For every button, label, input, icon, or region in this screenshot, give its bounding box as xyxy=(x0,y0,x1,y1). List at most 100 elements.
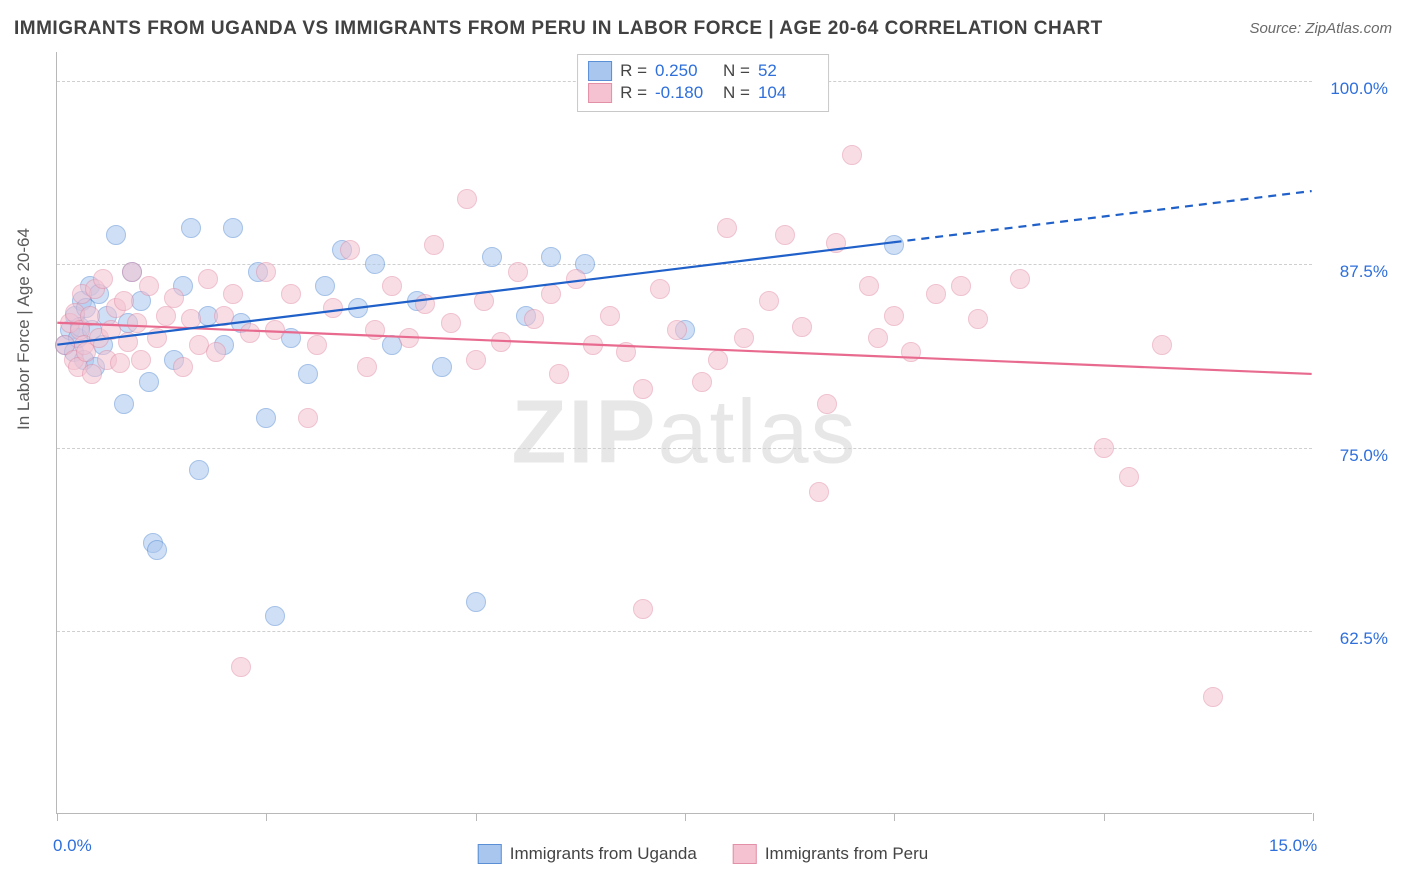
point-peru xyxy=(298,408,318,428)
point-peru xyxy=(256,262,276,282)
point-peru xyxy=(265,320,285,340)
point-peru xyxy=(323,298,343,318)
point-peru xyxy=(365,320,385,340)
point-peru xyxy=(173,357,193,377)
n-value-uganda: 52 xyxy=(758,61,818,81)
point-peru xyxy=(616,342,636,362)
point-peru xyxy=(968,309,988,329)
plot-area: ZIPatlas 62.5%75.0%87.5%100.0%0.0%15.0% xyxy=(56,52,1312,814)
point-peru xyxy=(884,306,904,326)
point-peru xyxy=(859,276,879,296)
x-tick xyxy=(476,813,477,821)
swatch-peru-icon xyxy=(733,844,757,864)
point-peru xyxy=(340,240,360,260)
point-peru xyxy=(901,342,921,362)
point-peru xyxy=(131,350,151,370)
point-uganda xyxy=(315,276,335,296)
point-peru xyxy=(926,284,946,304)
y-tick-label: 87.5% xyxy=(1340,262,1388,282)
x-tick-label: 0.0% xyxy=(53,836,92,856)
y-tick-label: 100.0% xyxy=(1330,79,1388,99)
point-peru xyxy=(826,233,846,253)
point-peru xyxy=(156,306,176,326)
point-peru xyxy=(951,276,971,296)
point-uganda xyxy=(365,254,385,274)
point-peru xyxy=(667,320,687,340)
x-tick xyxy=(685,813,686,821)
point-peru xyxy=(127,313,147,333)
point-peru xyxy=(240,323,260,343)
point-peru xyxy=(1152,335,1172,355)
point-peru xyxy=(231,657,251,677)
point-peru xyxy=(1094,438,1114,458)
point-peru xyxy=(466,350,486,370)
point-peru xyxy=(214,306,234,326)
legend-label-uganda: Immigrants from Uganda xyxy=(510,844,697,864)
point-peru xyxy=(281,284,301,304)
point-uganda xyxy=(298,364,318,384)
point-peru xyxy=(491,332,511,352)
point-uganda xyxy=(348,298,368,318)
point-uganda xyxy=(265,606,285,626)
point-peru xyxy=(307,335,327,355)
x-tick xyxy=(1313,813,1314,821)
point-peru xyxy=(1119,467,1139,487)
point-uganda xyxy=(541,247,561,267)
point-peru xyxy=(382,276,402,296)
legend-bottom: Immigrants from Uganda Immigrants from P… xyxy=(478,844,929,864)
point-peru xyxy=(633,599,653,619)
x-tick-label: 15.0% xyxy=(1269,836,1317,856)
point-uganda xyxy=(114,394,134,414)
gridline-h xyxy=(57,264,1312,265)
point-peru xyxy=(759,291,779,311)
legend-correlation: R = 0.250 N = 52 R = -0.180 N = 104 xyxy=(577,54,829,112)
point-peru xyxy=(549,364,569,384)
point-peru xyxy=(508,262,528,282)
point-uganda xyxy=(189,460,209,480)
point-uganda xyxy=(139,372,159,392)
point-peru xyxy=(122,262,142,282)
point-peru xyxy=(734,328,754,348)
point-peru xyxy=(817,394,837,414)
r-value-peru: -0.180 xyxy=(655,83,715,103)
legend-row-peru: R = -0.180 N = 104 xyxy=(588,83,818,103)
point-peru xyxy=(842,145,862,165)
point-peru xyxy=(357,357,377,377)
point-peru xyxy=(1203,687,1223,707)
r-value-uganda: 0.250 xyxy=(655,61,715,81)
point-uganda xyxy=(256,408,276,428)
point-peru xyxy=(399,328,419,348)
point-uganda xyxy=(181,218,201,238)
point-peru xyxy=(147,328,167,348)
swatch-uganda xyxy=(588,61,612,81)
point-peru xyxy=(809,482,829,502)
y-tick-label: 62.5% xyxy=(1340,629,1388,649)
point-peru xyxy=(775,225,795,245)
legend-row-uganda: R = 0.250 N = 52 xyxy=(588,61,818,81)
point-peru xyxy=(457,189,477,209)
y-tick-label: 75.0% xyxy=(1340,446,1388,466)
point-uganda xyxy=(466,592,486,612)
point-peru xyxy=(1010,269,1030,289)
point-uganda xyxy=(147,540,167,560)
point-uganda xyxy=(223,218,243,238)
x-tick xyxy=(1104,813,1105,821)
point-peru xyxy=(114,291,134,311)
legend-item-peru: Immigrants from Peru xyxy=(733,844,928,864)
point-uganda xyxy=(482,247,502,267)
point-peru xyxy=(424,235,444,255)
swatch-uganda-icon xyxy=(478,844,502,864)
point-peru xyxy=(692,372,712,392)
legend-label-peru: Immigrants from Peru xyxy=(765,844,928,864)
x-tick xyxy=(57,813,58,821)
source-label: Source: ZipAtlas.com xyxy=(1249,20,1392,37)
point-peru xyxy=(80,306,100,326)
point-peru xyxy=(717,218,737,238)
point-peru xyxy=(708,350,728,370)
point-uganda xyxy=(106,225,126,245)
point-peru xyxy=(600,306,620,326)
x-tick xyxy=(894,813,895,821)
gridline-h xyxy=(57,448,1312,449)
point-uganda xyxy=(432,357,452,377)
point-peru xyxy=(583,335,603,355)
